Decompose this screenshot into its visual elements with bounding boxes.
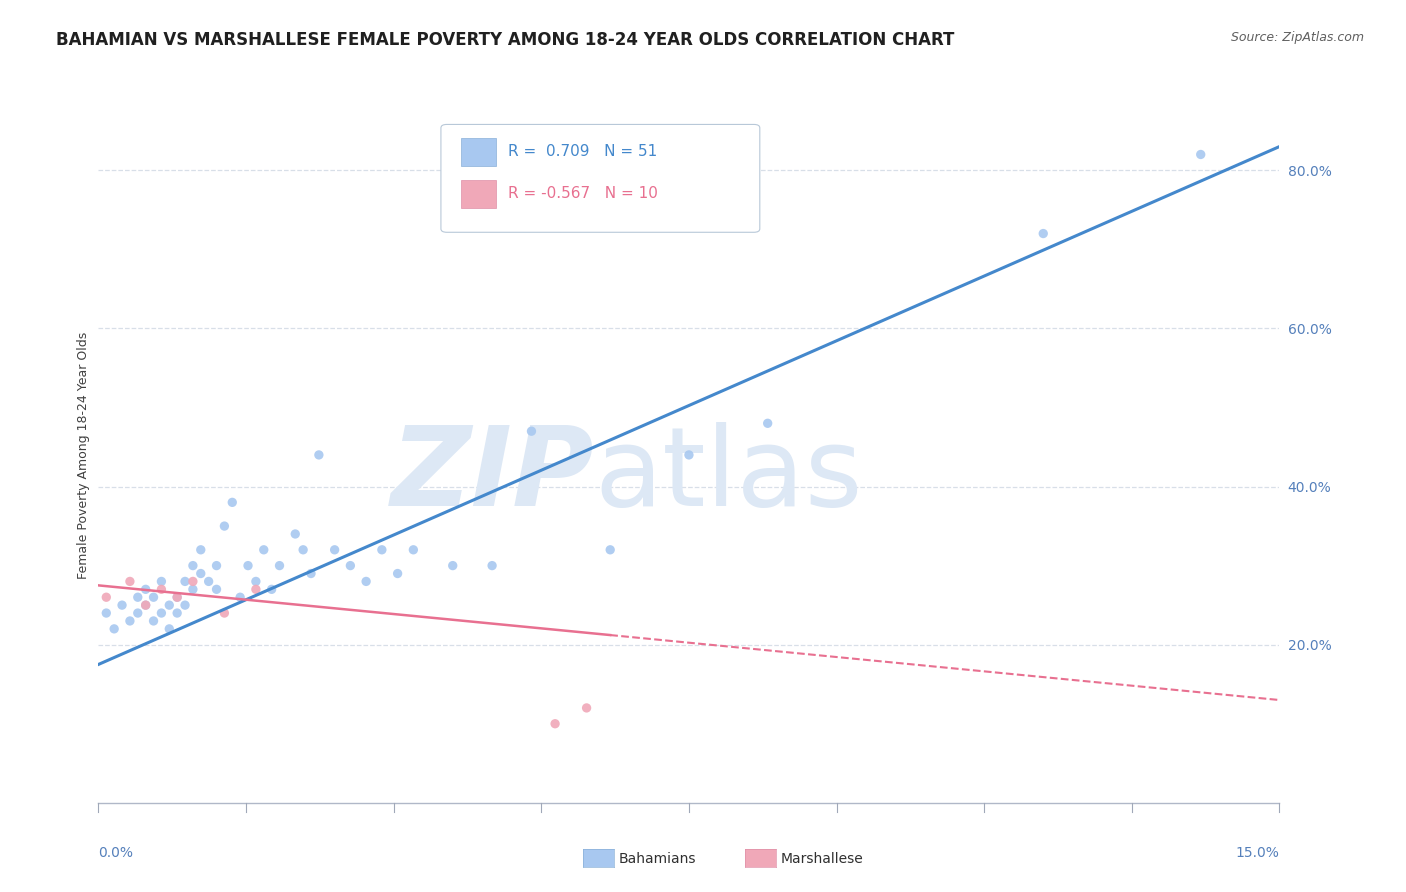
Point xyxy=(96,606,118,620)
Text: Bahamians: Bahamians xyxy=(619,852,696,866)
Point xyxy=(260,582,283,597)
Point xyxy=(103,622,125,636)
Point xyxy=(214,606,236,620)
Point xyxy=(174,574,197,589)
Point xyxy=(166,606,188,620)
Text: Source: ZipAtlas.com: Source: ZipAtlas.com xyxy=(1230,31,1364,45)
Point xyxy=(599,542,621,557)
Point xyxy=(1189,147,1212,161)
Text: R =  0.709   N = 51: R = 0.709 N = 51 xyxy=(508,145,658,159)
Point xyxy=(236,558,259,573)
Point xyxy=(520,424,543,438)
Point xyxy=(127,606,149,620)
Point xyxy=(229,591,252,605)
Point xyxy=(339,558,361,573)
FancyBboxPatch shape xyxy=(461,180,496,208)
Point xyxy=(150,606,173,620)
Text: atlas: atlas xyxy=(595,422,863,529)
Point xyxy=(756,417,779,431)
Point xyxy=(544,716,567,731)
Point xyxy=(308,448,330,462)
Text: BAHAMIAN VS MARSHALLESE FEMALE POVERTY AMONG 18-24 YEAR OLDS CORRELATION CHART: BAHAMIAN VS MARSHALLESE FEMALE POVERTY A… xyxy=(56,31,955,49)
FancyBboxPatch shape xyxy=(441,124,759,232)
Point xyxy=(354,574,377,589)
Point xyxy=(402,542,425,557)
Point xyxy=(284,527,307,541)
Point xyxy=(441,558,464,573)
Text: 15.0%: 15.0% xyxy=(1236,847,1279,860)
Point xyxy=(292,542,315,557)
Point xyxy=(142,591,165,605)
Y-axis label: Female Poverty Among 18-24 Year Olds: Female Poverty Among 18-24 Year Olds xyxy=(77,331,90,579)
Point xyxy=(371,542,394,557)
Text: Marshallese: Marshallese xyxy=(780,852,863,866)
Point xyxy=(678,448,700,462)
Point xyxy=(135,598,157,612)
Point xyxy=(1032,227,1054,241)
Point xyxy=(214,519,236,533)
Point xyxy=(150,582,173,597)
Text: ZIP: ZIP xyxy=(391,422,595,529)
Point xyxy=(575,701,598,715)
Point xyxy=(174,598,197,612)
Point xyxy=(166,591,188,605)
Point xyxy=(245,574,267,589)
Point xyxy=(323,542,346,557)
Point xyxy=(118,614,141,628)
Point xyxy=(150,574,173,589)
Point xyxy=(135,582,157,597)
FancyBboxPatch shape xyxy=(461,138,496,166)
Point xyxy=(299,566,322,581)
Text: 0.0%: 0.0% xyxy=(98,847,134,860)
Point xyxy=(157,622,180,636)
Point xyxy=(157,598,180,612)
Point xyxy=(190,542,212,557)
Point xyxy=(221,495,243,509)
Point xyxy=(96,591,118,605)
Point xyxy=(197,574,219,589)
Point xyxy=(118,574,141,589)
Point xyxy=(245,582,267,597)
Point xyxy=(166,591,188,605)
Point xyxy=(481,558,503,573)
Point xyxy=(387,566,409,581)
Point xyxy=(205,582,228,597)
Point xyxy=(181,574,204,589)
Point xyxy=(142,614,165,628)
Point xyxy=(205,558,228,573)
Text: R = -0.567   N = 10: R = -0.567 N = 10 xyxy=(508,186,658,201)
Point xyxy=(269,558,291,573)
Point xyxy=(135,598,157,612)
Point xyxy=(127,591,149,605)
Point xyxy=(181,582,204,597)
Point xyxy=(111,598,134,612)
Point xyxy=(253,542,276,557)
Point xyxy=(190,566,212,581)
Point xyxy=(181,558,204,573)
